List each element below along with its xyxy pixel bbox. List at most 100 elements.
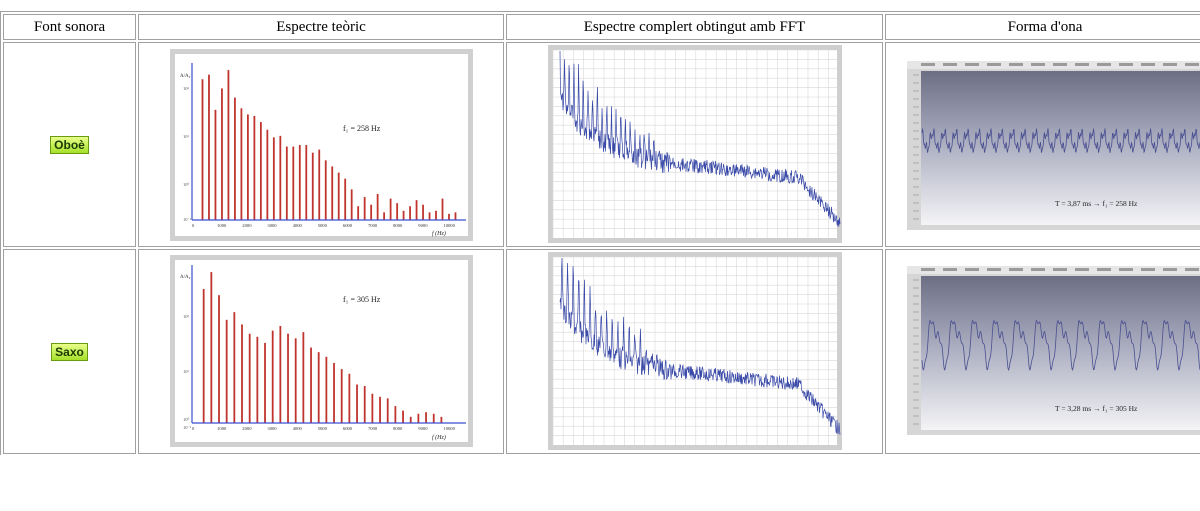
spectrum-bar xyxy=(379,396,381,423)
spectrum-bar xyxy=(357,206,360,220)
spectrum-bar xyxy=(221,88,223,220)
waveform-chart: T = 3,87 ms → f₁ = 258 Hz xyxy=(907,61,1200,230)
waveform-cell: T = 3,87 ms → f₁ = 258 Hz xyxy=(885,42,1200,247)
spectrum-bar xyxy=(240,108,243,220)
spectrum-bar xyxy=(415,200,418,220)
x-tick-label: 7000 xyxy=(368,223,378,228)
spectrum-figure: A/A₀ 10² 10¹ 10⁰ 10⁻¹ 0 1000 2000 3000 4000 5… xyxy=(170,49,473,241)
spectrum-bar xyxy=(317,352,320,423)
header-forma-ona: Forma d'ona xyxy=(885,14,1200,40)
spectrum-bar xyxy=(371,393,374,423)
spectrum-bar xyxy=(402,210,405,220)
period-annotation: T = 3,28 ms → f₁ = 305 Hz xyxy=(1055,404,1138,413)
spectrum-bar xyxy=(389,198,392,220)
spectrum-cell: A/A₀ 10² 10¹ 10⁰ 10⁻¹ 0 1000 2000 3000 4000 5… xyxy=(138,42,504,247)
spectrum-bar xyxy=(311,152,314,220)
spectrum-bar xyxy=(266,129,269,220)
x-tick-label: 3000 xyxy=(267,223,277,228)
waveform-figure: T = 3,87 ms → f₁ = 258 Hz xyxy=(907,61,1200,230)
x-tick-label: 10000 xyxy=(443,223,455,228)
waveform-cell: T = 3,28 ms → f₁ = 305 Hz xyxy=(885,249,1200,454)
spectrum-bar xyxy=(454,212,457,220)
period-annotation: T = 3,87 ms → f₁ = 258 Hz xyxy=(1055,199,1138,208)
spectrum-bar xyxy=(264,342,266,423)
spectrum-bar xyxy=(233,312,236,423)
y-tick-label: 10⁰ xyxy=(183,417,190,422)
spectrum-bar xyxy=(337,172,340,220)
x-tick-label: 2000 xyxy=(242,426,252,431)
x-tick-label: 7000 xyxy=(368,426,378,431)
spectrum-bar xyxy=(348,373,351,423)
x-tick-label: 6000 xyxy=(343,223,353,228)
spectrum-bar xyxy=(234,97,236,220)
x-tick-label: 5000 xyxy=(318,223,328,228)
x-tick-label: 10000 xyxy=(443,426,455,431)
x-tick-label: 4000 xyxy=(293,426,303,431)
y-tick-label: 10² xyxy=(183,314,190,319)
fft-trace xyxy=(559,50,841,228)
waveform-chart: T = 3,28 ms → f₁ = 305 Hz xyxy=(907,266,1200,435)
x-tick-label: 9000 xyxy=(418,223,428,228)
spectrum-bar xyxy=(259,122,262,220)
header-espectre-fft: Espectre complert obtingut amb FFT xyxy=(506,14,883,40)
x-tick-label: 9000 xyxy=(418,426,428,431)
x-tick-label: 3000 xyxy=(267,426,277,431)
header-row: Font sonora Espectre teòric Espectre com… xyxy=(3,14,1200,40)
spectrum-bar xyxy=(409,416,412,423)
spectrum-bar xyxy=(285,146,288,220)
spectrum-bar xyxy=(253,115,256,220)
spectrum-bar xyxy=(225,319,228,423)
spectrum-bar xyxy=(402,410,404,423)
x-tick-label: 6000 xyxy=(343,426,353,431)
y-tick-label: 10⁻¹ xyxy=(183,425,192,430)
theoretical-spectrum-chart: A/A₀ 10² 10¹ 10⁰ 10⁻¹ 0 1000 2000 3000 4000 5… xyxy=(175,54,468,237)
spectrum-bar xyxy=(409,206,411,220)
sound-sources-table: Font sonora Espectre teòric Espectre com… xyxy=(0,11,1200,455)
spectrum-bar xyxy=(310,347,312,423)
fft-spectrum-chart xyxy=(552,256,841,445)
spectrum-bar xyxy=(256,336,259,423)
spectrum-cell: A/A₀ 10² 10¹ 10⁰ 10⁻¹ 0 1000 2000 3000 4000 5… xyxy=(138,249,504,454)
x-tick-labels: 0 1000 2000 3000 4000 5000 6000 7000 8000 9000 100… xyxy=(192,223,456,228)
y-tick-labels: 10² 10¹ 10⁰ 10⁻¹ xyxy=(183,86,192,222)
spectrum-bar xyxy=(363,197,366,220)
spectrum-bar xyxy=(333,362,335,423)
spectrum-bar xyxy=(201,79,204,221)
spectrum-bar xyxy=(432,413,435,423)
spectrum-bar xyxy=(305,145,308,220)
source-cell: Saxo xyxy=(3,249,136,454)
fft-trace xyxy=(559,257,841,435)
fft-cell xyxy=(506,249,883,454)
spectrum-bar xyxy=(440,416,443,423)
spectrum-bars xyxy=(202,272,443,423)
fundamental-frequency-label: f₁ = 305 Hz xyxy=(343,295,381,304)
spectrum-bar xyxy=(417,413,420,423)
spectrum-bar xyxy=(208,74,210,221)
x-tick-label: 4000 xyxy=(293,223,303,228)
waveform-trace xyxy=(921,128,1200,154)
x-tick-label: 1000 xyxy=(217,223,227,228)
y-tick-label: 10² xyxy=(183,86,190,91)
theoretical-spectrum-chart: A/A₀ 10² 10¹ 10⁰ 10⁻¹ 0 1000 2000 3000 4000 5… xyxy=(175,260,468,442)
y-tick-label: 10¹ xyxy=(183,134,190,139)
spectrum-bar xyxy=(302,332,305,423)
x-tick-label: 0 xyxy=(192,223,195,228)
spectrum-bar xyxy=(294,338,297,423)
spectrum-bar xyxy=(331,166,334,220)
x-tick-label: 8000 xyxy=(393,223,403,228)
spectrum-bar xyxy=(435,210,437,220)
x-tick-labels: 0 1000 2000 3000 4000 5000 6000 7000 8000 9000 100… xyxy=(192,426,456,431)
spectrum-bar xyxy=(376,193,379,220)
y-axis-label: A/A₀ xyxy=(180,275,191,280)
y-tick-label: 10⁻¹ xyxy=(183,217,192,222)
saxo-button[interactable]: Saxo xyxy=(51,342,88,361)
x-tick-label: 0 xyxy=(192,426,195,431)
spectrum-bar xyxy=(287,333,289,423)
spectrum-bar xyxy=(248,333,251,423)
spectrum-bar xyxy=(246,114,249,220)
spectrum-bar xyxy=(279,135,282,220)
oboe-button[interactable]: Oboè xyxy=(50,135,89,154)
spectrum-bar xyxy=(227,70,230,220)
spectrum-bar xyxy=(396,203,399,220)
fft-spectrum-chart xyxy=(552,49,841,238)
